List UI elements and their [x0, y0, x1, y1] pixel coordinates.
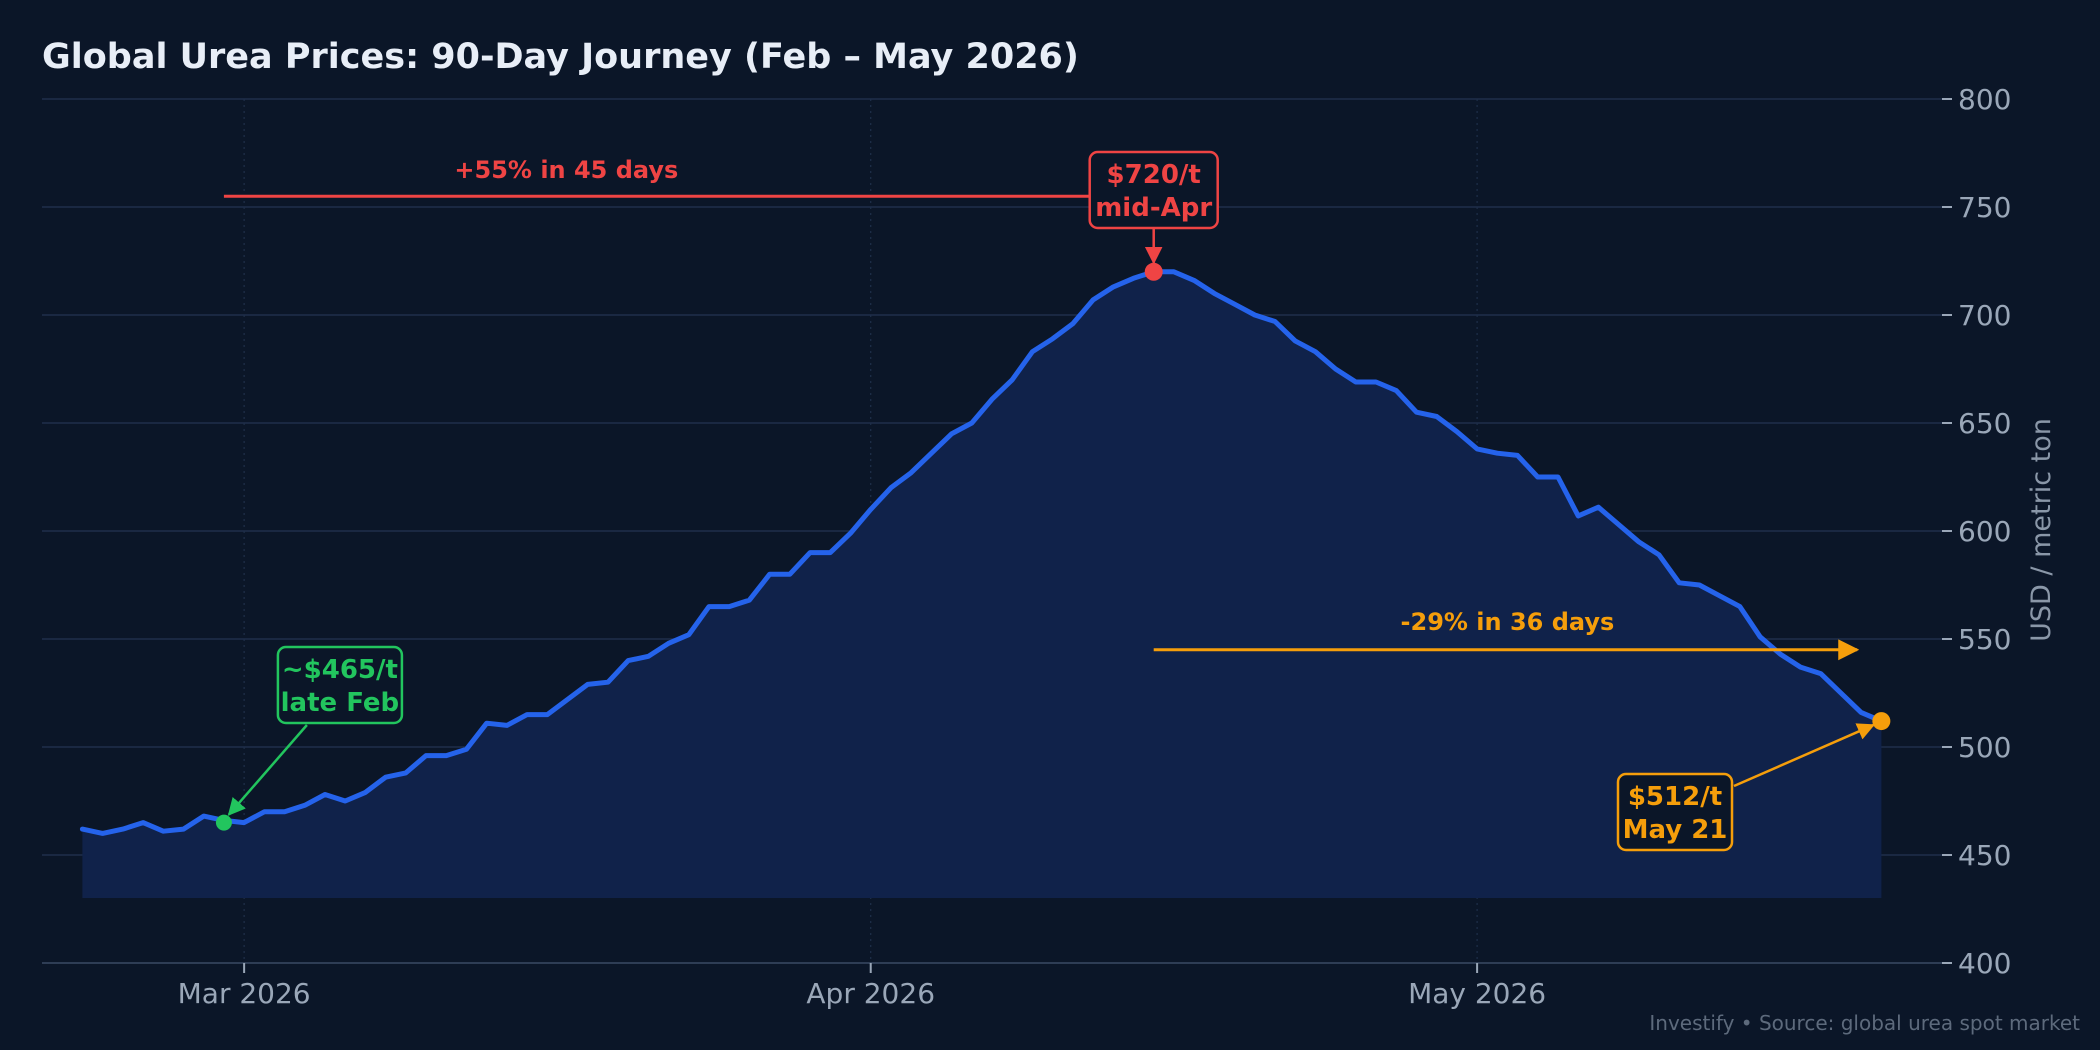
y-tick-label-750: 750 [1958, 191, 2011, 224]
line-layer [79, 269, 1884, 836]
fall-span-label: -29% in 36 days [1401, 608, 1615, 636]
rise-span-label: +55% in 45 days [454, 156, 678, 184]
footer-source: Investify • Source: global urea spot mar… [1649, 1011, 2080, 1035]
end-annotation-line1: $512/t [1628, 782, 1722, 812]
start-point [215, 814, 232, 831]
start-annotation-line2: late Feb [281, 688, 400, 718]
peak-annotation-line1: $720/t [1107, 160, 1201, 190]
y-tick-label-400: 400 [1958, 947, 2011, 980]
y-tick-label-550: 550 [1958, 623, 2011, 656]
peak-annotation-box [1088, 150, 1219, 230]
x-tick-label-1: Apr 2026 [806, 977, 935, 1010]
end-point [1872, 712, 1891, 731]
chart-title: Global Urea Prices: 90-Day Journey (Feb … [42, 37, 1079, 77]
peak-point [1144, 262, 1163, 281]
start-arrow [227, 724, 308, 816]
start-annotation-box [276, 645, 404, 725]
y-tick-label-800: 800 [1958, 83, 2011, 116]
series-line [79, 269, 1884, 836]
x-tick-label-0: Mar 2026 [178, 977, 311, 1010]
end-arrow [1733, 723, 1875, 788]
y-axis-title: USD / metric ton [2026, 418, 2057, 642]
annotation-layer: +55% in 45 days -29% in 36 days ~$465/tlat… [215, 150, 1891, 852]
peak-annotation-line2: mid-Apr [1095, 193, 1212, 223]
area-layer [82, 271, 1882, 898]
x-tick-label-2: May 2026 [1408, 977, 1546, 1010]
start-annotation-line1: ~$465/t [282, 655, 398, 685]
end-annotation-line2: May 21 [1623, 815, 1728, 845]
series-area-fill [82, 271, 1882, 898]
y-tick-label-650: 650 [1958, 407, 2011, 440]
y-tick-label-700: 700 [1958, 299, 2011, 332]
axis-layer: 400 450 500 550 600 650 700 750 800 Mar 2026 Apr 2… [42, 83, 2011, 1010]
end-annotation-box [1616, 772, 1734, 852]
y-tick-label-600: 600 [1958, 515, 2011, 548]
y-tick-label-450: 450 [1958, 839, 2011, 872]
y-tick-label-500: 500 [1958, 731, 2011, 764]
